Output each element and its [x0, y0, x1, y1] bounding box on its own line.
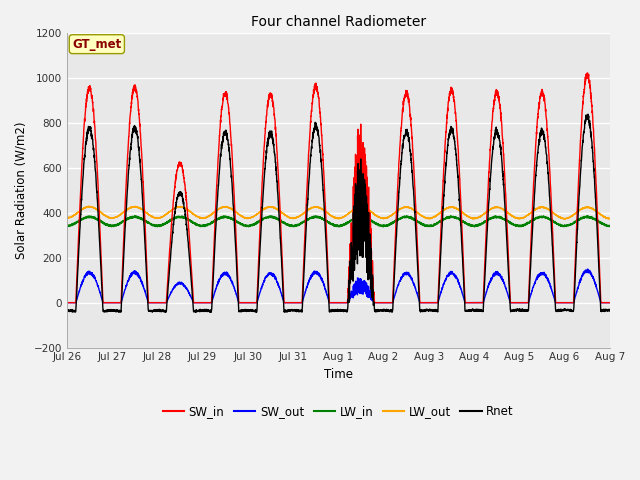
Legend: SW_in, SW_out, LW_in, LW_out, Rnet: SW_in, SW_out, LW_in, LW_out, Rnet: [158, 401, 518, 423]
SW_in: [573, 229, 580, 235]
LW_in: [266, 213, 274, 219]
Line: LW_in: LW_in: [67, 216, 610, 227]
SW_out: [573, 290, 580, 296]
LW_out: [483, 209, 490, 215]
SW_in: [482, 231, 490, 237]
Line: LW_out: LW_out: [67, 206, 610, 219]
Rnet: [573, 245, 580, 251]
LW_out: [369, 210, 377, 216]
Rnet: [606, 307, 614, 312]
Rnet: [483, 247, 490, 253]
LW_out: [561, 216, 569, 222]
Text: GT_met: GT_met: [72, 37, 122, 51]
LW_in: [252, 221, 260, 227]
LW_in: [575, 216, 582, 222]
SW_out: [584, 266, 591, 272]
SW_in: [309, 95, 317, 100]
SW_out: [575, 283, 582, 289]
Line: Rnet: Rnet: [67, 114, 610, 312]
SW_in: [63, 300, 70, 306]
LW_out: [575, 207, 582, 213]
SW_out: [606, 300, 614, 306]
LW_in: [483, 219, 490, 225]
LW_in: [369, 218, 377, 224]
LW_in: [573, 217, 580, 223]
LW_out: [606, 216, 614, 221]
X-axis label: Time: Time: [324, 368, 353, 381]
Line: SW_in: SW_in: [67, 73, 610, 303]
SW_out: [252, 300, 260, 306]
Rnet: [252, 309, 260, 315]
LW_in: [471, 224, 479, 229]
Rnet: [369, 297, 377, 302]
Line: SW_out: SW_out: [67, 269, 610, 303]
Rnet: [63, 308, 70, 313]
LW_out: [573, 209, 580, 215]
Y-axis label: Solar Radiation (W/m2): Solar Radiation (W/m2): [15, 121, 28, 259]
SW_in: [252, 300, 260, 306]
Rnet: [253, 310, 260, 315]
SW_out: [63, 300, 70, 306]
SW_in: [583, 70, 591, 76]
SW_out: [369, 296, 377, 301]
LW_out: [63, 215, 70, 221]
LW_in: [309, 215, 317, 220]
Rnet: [575, 203, 582, 208]
Title: Four channel Radiometer: Four channel Radiometer: [251, 15, 426, 29]
SW_in: [369, 270, 377, 276]
LW_in: [606, 223, 614, 228]
SW_in: [606, 300, 614, 306]
SW_out: [482, 290, 490, 296]
SW_out: [309, 270, 317, 276]
LW_out: [252, 212, 260, 218]
LW_in: [63, 223, 70, 228]
Rnet: [309, 132, 317, 138]
LW_out: [309, 204, 317, 210]
SW_in: [575, 180, 582, 186]
Rnet: [584, 111, 592, 117]
LW_out: [85, 204, 93, 209]
